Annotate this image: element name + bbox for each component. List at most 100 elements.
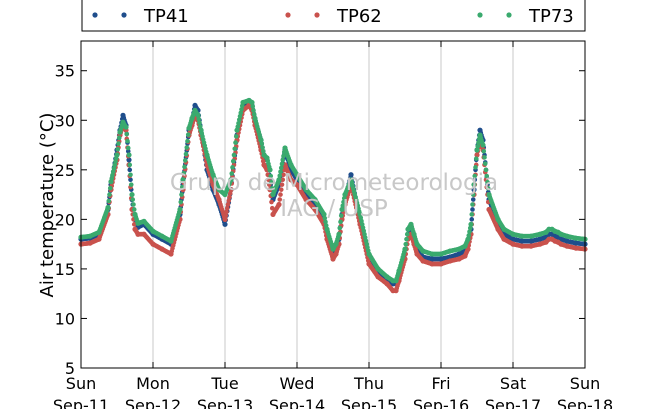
data-point [183, 151, 189, 157]
x-tick-date: Sep-13 [197, 396, 253, 409]
data-point [470, 202, 475, 207]
data-point [338, 219, 343, 225]
data-point [468, 222, 474, 227]
data-point [224, 205, 230, 211]
legend-marker [314, 12, 320, 18]
data-point [179, 192, 184, 197]
data-point [116, 135, 122, 141]
watermark-line-2: IAG / USP [280, 196, 388, 222]
data-point [131, 202, 136, 207]
data-point [238, 110, 244, 116]
data-point [469, 212, 475, 217]
legend-frame [81, 0, 586, 32]
data-point [105, 205, 111, 210]
data-point [348, 172, 354, 178]
data-point [127, 167, 133, 173]
watermark: Grupo de Micrometeorologia IAG / USP [170, 170, 498, 222]
x-tick-date: Sep-16 [413, 396, 469, 409]
data-point [471, 182, 477, 187]
data-point [236, 117, 242, 123]
data-point [232, 146, 238, 152]
x-tick-date: Sep-18 [557, 396, 613, 409]
data-point [258, 137, 264, 143]
data-point [323, 223, 329, 228]
y-tick-label: 5 [65, 359, 75, 378]
data-point [235, 124, 241, 130]
data-point [128, 172, 133, 178]
data-point [197, 124, 203, 129]
data-point [127, 162, 133, 168]
x-tick-date: Sep-15 [341, 396, 397, 409]
data-point [467, 225, 473, 231]
data-point [485, 186, 491, 191]
data-point [227, 194, 232, 200]
x-tick-day: Sun [66, 374, 96, 393]
data-point [233, 134, 239, 139]
data-point [234, 127, 240, 133]
data-point [124, 131, 130, 137]
y-tick-label: 10 [55, 309, 75, 328]
data-point [260, 145, 265, 150]
data-point [116, 141, 121, 146]
data-point [404, 236, 409, 242]
plot-background [81, 41, 585, 368]
data-point [474, 152, 480, 158]
data-point [269, 199, 274, 205]
data-point [180, 177, 186, 183]
data-point [279, 161, 285, 167]
legend-marker [285, 12, 291, 18]
data-point [277, 197, 283, 202]
legend-label-tp62: TP62 [336, 6, 382, 27]
data-point [339, 207, 345, 212]
data-point [321, 212, 327, 217]
data-point [178, 199, 184, 205]
data-point [279, 182, 285, 187]
legend-label-tp41: TP41 [143, 6, 189, 27]
data-point [341, 199, 346, 205]
y-tick-label: 35 [55, 62, 75, 81]
data-point [237, 114, 243, 119]
data-point [126, 152, 132, 158]
data-point [259, 141, 265, 147]
data-point [196, 116, 202, 122]
data-point [278, 165, 284, 171]
data-point [260, 158, 266, 164]
x-tick-day: Fri [431, 374, 450, 393]
legend: TP41 TP62 TP73 [81, 0, 586, 32]
data-point [474, 147, 480, 153]
data-point [233, 140, 238, 145]
legend-label-tp73: TP73 [528, 6, 574, 27]
data-point [337, 225, 343, 231]
data-point [280, 177, 286, 183]
data-point [466, 233, 472, 238]
data-point [230, 165, 235, 170]
data-point [107, 185, 113, 191]
data-point [228, 177, 234, 183]
data-point [336, 231, 342, 237]
data-point [472, 177, 478, 183]
data-point [480, 142, 486, 148]
data-point [470, 192, 476, 197]
data-point [276, 177, 282, 183]
data-point [222, 222, 228, 227]
data-point [224, 209, 229, 215]
x-tick-day: Wed [280, 374, 315, 393]
data-point [280, 157, 286, 163]
data-point [470, 197, 476, 202]
plot-frame [80, 40, 586, 369]
y-tick-label: 30 [55, 111, 75, 130]
y-axis-label: Air temperature (°C) [37, 113, 58, 298]
watermark-line-1: Grupo de Micrometeorologia [170, 170, 498, 196]
data-point [185, 132, 191, 137]
data-point [227, 191, 233, 196]
data-point [475, 143, 481, 149]
x-tick-date: Sep-14 [269, 396, 325, 409]
data-point [231, 152, 237, 158]
data-point [470, 207, 475, 212]
legend-marker [121, 12, 127, 18]
data-point [338, 213, 344, 218]
data-point [481, 148, 487, 154]
legend-marker [506, 12, 512, 18]
data-point [229, 171, 235, 176]
